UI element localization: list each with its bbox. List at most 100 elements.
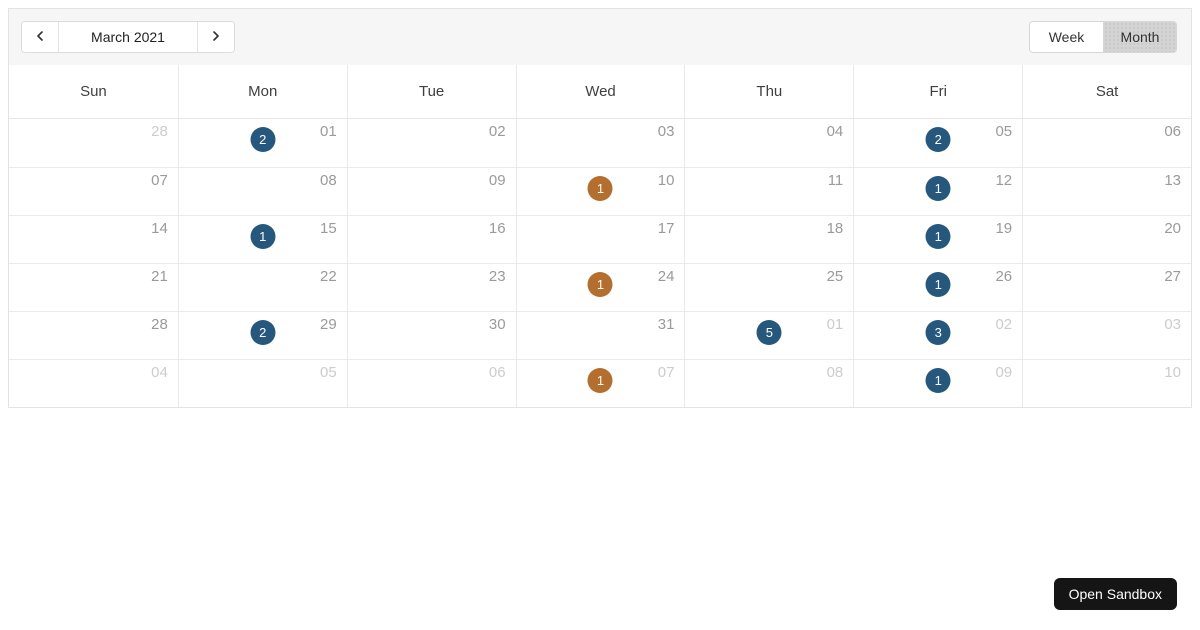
calendar-cell[interactable]: 16	[346, 216, 516, 263]
event-count-badge[interactable]: 3	[925, 320, 951, 345]
calendar-cell[interactable]: 02 3	[853, 312, 1022, 359]
event-count-badge[interactable]: 1	[587, 272, 613, 297]
calendar-cell[interactable]: 10	[1022, 360, 1191, 407]
calendar-cell[interactable]: 06	[1022, 119, 1191, 167]
calendar-week-row: 14 15 1 16 17 18 19 1 20	[9, 215, 1191, 263]
calendar-cell[interactable]: 01 5	[684, 312, 853, 359]
date-number: 02	[488, 123, 506, 140]
calendar-widget: March 2021 Week Month Sun Mon Tue Wed Thu Fri…	[8, 8, 1192, 408]
calendar-cell[interactable]: 03	[1022, 312, 1191, 359]
day-header-cell: Tue	[346, 65, 516, 118]
calendar-cell[interactable]: 09 1	[853, 360, 1022, 407]
event-count-badge[interactable]: 2	[250, 320, 276, 345]
event-count-badge[interactable]: 2	[250, 127, 276, 152]
day-header-row: Sun Mon Tue Wed Thu Fri Sat	[9, 65, 1191, 119]
calendar-cell[interactable]: 28	[9, 119, 178, 167]
next-month-button[interactable]	[198, 22, 234, 52]
open-sandbox-button[interactable]: Open Sandbox	[1053, 578, 1177, 610]
calendar-cell[interactable]: 20	[1022, 216, 1191, 263]
date-number: 28	[151, 123, 168, 140]
calendar-cell[interactable]: 21	[9, 264, 178, 311]
event-count-badge[interactable]: 1	[925, 368, 951, 393]
calendar-cell[interactable]: 29 2	[177, 312, 347, 359]
calendar-cell[interactable]: 15 1	[177, 216, 347, 263]
day-header-cell: Sun	[80, 83, 107, 100]
calendar-cell[interactable]: 06	[346, 360, 516, 407]
event-count-badge[interactable]: 2	[925, 127, 951, 152]
calendar-cell[interactable]: 04	[9, 360, 178, 407]
date-number: 31	[657, 316, 675, 333]
calendar-cell[interactable]: 26 1	[853, 264, 1022, 311]
calendar-cell[interactable]: 30	[346, 312, 516, 359]
calendar-grid: 28 01 2 02 03 04 05 2 06 07 08 09 10 1 11 12 1 13 14 15 1 16 1…	[9, 119, 1191, 407]
day-header-cell: Wed	[515, 65, 685, 118]
calendar-cell[interactable]: 09	[346, 168, 516, 215]
calendar-cell[interactable]: 03	[515, 119, 685, 167]
date-number: 03	[657, 123, 675, 140]
calendar-cell[interactable]: 07 1	[515, 360, 685, 407]
date-number: 04	[151, 364, 168, 381]
month-view-button[interactable]: Month	[1103, 22, 1176, 52]
calendar-week-row: 28 01 2 02 03 04 05 2 06	[9, 119, 1191, 167]
calendar-cell[interactable]: 13	[1022, 168, 1191, 215]
date-number: 04	[826, 123, 844, 140]
calendar-cell[interactable]: 24 1	[515, 264, 685, 311]
calendar-cell[interactable]: 14	[9, 216, 178, 263]
calendar-cell[interactable]: 12 1	[853, 168, 1022, 215]
event-count-badge[interactable]: 1	[587, 176, 613, 201]
day-header-cell: Thu	[684, 65, 853, 118]
calendar-cell[interactable]: 07	[9, 168, 178, 215]
calendar-cell[interactable]: 28	[9, 312, 178, 359]
prev-month-button[interactable]	[22, 22, 58, 52]
day-header-cell: Fri	[853, 65, 1022, 118]
date-number: 06	[488, 364, 506, 381]
calendar-cell[interactable]: 04	[684, 119, 853, 167]
date-number: 08	[320, 172, 337, 189]
calendar-cell[interactable]: 11	[684, 168, 853, 215]
date-number: 05	[995, 123, 1013, 140]
event-count-badge[interactable]: 1	[250, 224, 276, 249]
calendar-cell[interactable]: 05 2	[853, 119, 1022, 167]
date-number: 13	[1164, 172, 1181, 189]
calendar-cell[interactable]: 05	[177, 360, 347, 407]
week-view-button[interactable]: Week	[1030, 22, 1103, 52]
calendar-cell[interactable]: 27	[1022, 264, 1191, 311]
event-count-badge[interactable]: 1	[925, 272, 951, 297]
chevron-right-icon	[208, 28, 224, 47]
event-count-badge[interactable]: 1	[925, 224, 951, 249]
calendar-cell[interactable]: 08	[177, 168, 347, 215]
date-number: 03	[1164, 316, 1181, 333]
date-number: 10	[657, 172, 675, 189]
event-count-badge[interactable]: 1	[925, 176, 951, 201]
calendar-cell[interactable]: 19 1	[853, 216, 1022, 263]
date-number: 15	[320, 220, 337, 237]
calendar-cell[interactable]: 01 2	[177, 119, 347, 167]
calendar-cell[interactable]: 18	[684, 216, 853, 263]
day-header-cell: Mon	[177, 65, 347, 118]
date-number: 02	[995, 316, 1013, 333]
date-number: 01	[320, 123, 337, 140]
calendar-cell[interactable]: 31	[515, 312, 685, 359]
calendar-cell[interactable]: 22	[177, 264, 347, 311]
calendar-cell[interactable]: 25	[684, 264, 853, 311]
date-number: 07	[151, 172, 168, 189]
chevron-left-icon	[32, 28, 48, 47]
date-number: 19	[995, 220, 1013, 237]
date-number: 07	[657, 364, 675, 381]
date-number: 28	[151, 316, 168, 333]
calendar-cell[interactable]: 08	[684, 360, 853, 407]
date-number: 21	[151, 268, 168, 285]
date-number: 12	[995, 172, 1013, 189]
date-number: 25	[826, 268, 844, 285]
month-nav-group: March 2021	[21, 21, 235, 53]
event-count-badge[interactable]: 5	[756, 320, 782, 345]
calendar-week-row: 21 22 23 24 1 25 26 1 27	[9, 263, 1191, 311]
date-number: 01	[826, 316, 844, 333]
calendar-week-row: 28 29 2 30 31 01 5 02 3 03	[9, 311, 1191, 359]
calendar-cell[interactable]: 17	[515, 216, 685, 263]
date-number: 27	[1164, 268, 1181, 285]
event-count-badge[interactable]: 1	[587, 368, 613, 393]
calendar-cell[interactable]: 23	[346, 264, 516, 311]
calendar-cell[interactable]: 02	[346, 119, 516, 167]
calendar-cell[interactable]: 10 1	[515, 168, 685, 215]
